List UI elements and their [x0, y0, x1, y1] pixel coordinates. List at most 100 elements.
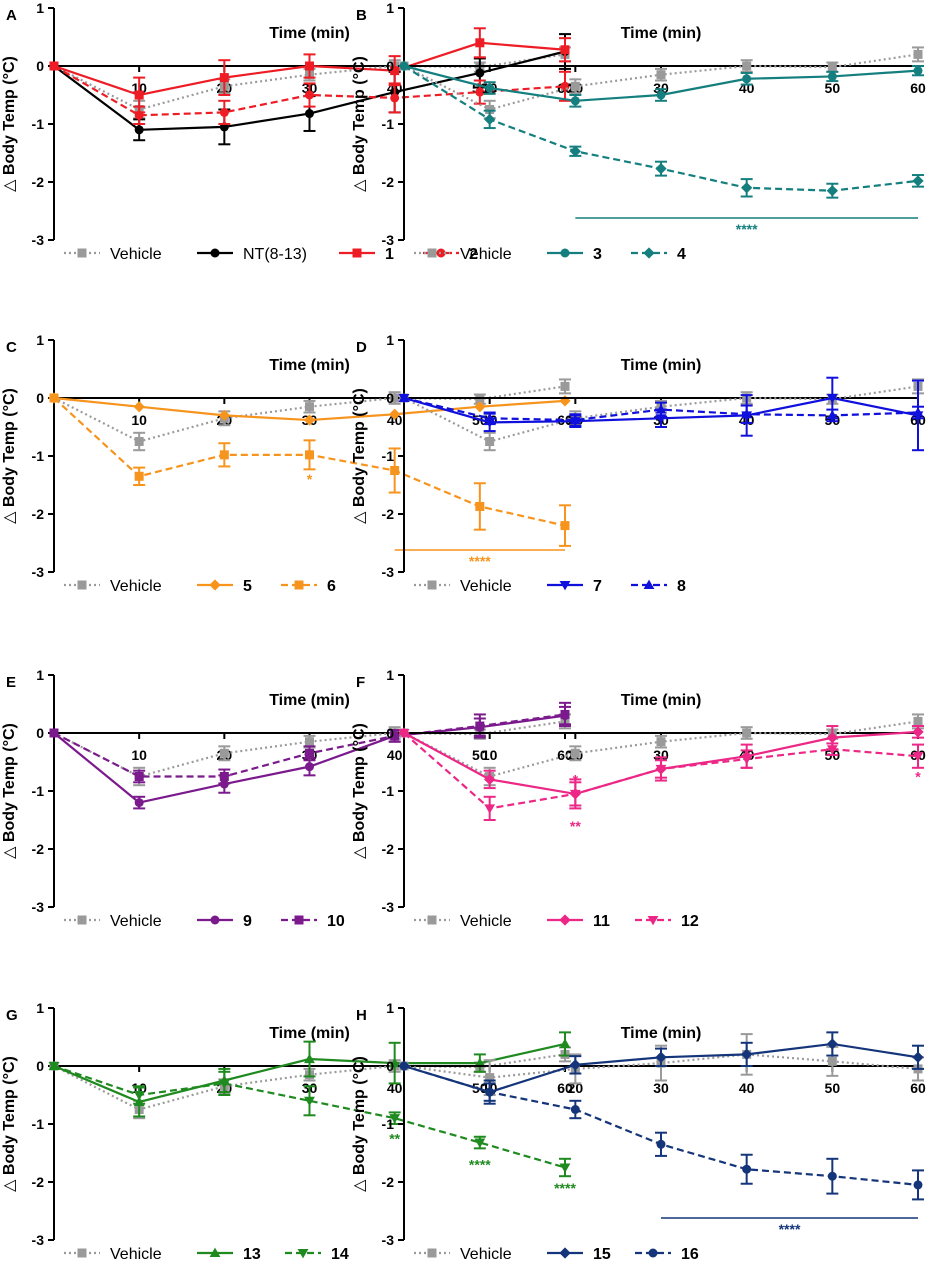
- y-tick-label: 1: [36, 1000, 44, 1016]
- legend-marker: [643, 247, 655, 259]
- data-point: [475, 87, 485, 97]
- data-point: [827, 62, 837, 72]
- legend-marker: [559, 914, 571, 926]
- y-tick-label: 1: [386, 1000, 394, 1016]
- y-tick-label: -3: [32, 564, 45, 580]
- x-axis-label: Time (min): [621, 25, 702, 42]
- panel-letter: D: [356, 339, 367, 356]
- legend-label: 13: [243, 1246, 261, 1263]
- data-point: [569, 789, 581, 800]
- y-tick-label: 1: [386, 667, 394, 683]
- y-tick-label: 0: [36, 725, 44, 741]
- series-8: [398, 392, 924, 427]
- x-axis-label: Time (min): [269, 692, 350, 709]
- data-point: [49, 61, 59, 71]
- legend-label: 3: [593, 246, 602, 263]
- y-axis-label: △ Body Temp (°C): [351, 1056, 368, 1192]
- data-point: [826, 745, 838, 755]
- legend-item: Vehicle: [414, 913, 512, 930]
- data-point: [305, 109, 314, 119]
- data-point: [390, 466, 400, 475]
- data-point: [485, 437, 495, 446]
- legend-label: Vehicle: [110, 246, 162, 263]
- legend-marker: [297, 1248, 309, 1259]
- data-point: [559, 395, 571, 407]
- legend-marker: [427, 915, 437, 925]
- y-tick-label: 0: [36, 1058, 44, 1074]
- data-point: [475, 501, 485, 511]
- data-point: [485, 105, 495, 114]
- data-point: [475, 394, 485, 404]
- data-point: [569, 414, 581, 425]
- legend-item: 7: [547, 578, 602, 595]
- data-point: [219, 748, 229, 758]
- panel-letter: F: [356, 674, 365, 691]
- x-tick-label: 60: [557, 1080, 573, 1096]
- legend-item: 3: [547, 246, 602, 263]
- y-tick-label: -1: [32, 116, 45, 132]
- data-point: [826, 393, 838, 404]
- legend-label: 15: [593, 1246, 611, 1263]
- data-point: [485, 1087, 495, 1097]
- data-point: [390, 66, 400, 76]
- data-point: [570, 748, 580, 758]
- legend-marker: [352, 248, 362, 258]
- panel-a: A10-1-2-3△ Body Temp (°C)102030405060Tim…: [1, 0, 573, 263]
- data-point: [389, 408, 401, 420]
- data-point: [560, 709, 570, 719]
- x-tick-label: 60: [557, 747, 573, 763]
- significance-label: *: [915, 769, 921, 785]
- y-tick-label: -1: [32, 783, 45, 799]
- data-point: [304, 1053, 315, 1064]
- data-point: [912, 726, 924, 738]
- y-axis-label: △ Body Temp (°C): [1, 56, 18, 192]
- legend-marker: [77, 248, 87, 258]
- y-tick-label: 1: [36, 332, 44, 348]
- x-tick-label: 10: [482, 747, 498, 763]
- y-tick-label: -1: [32, 448, 45, 464]
- data-point: [49, 393, 59, 403]
- x-axis-label: Time (min): [621, 357, 702, 374]
- data-point: [656, 70, 666, 80]
- data-point: [389, 1114, 401, 1124]
- data-point: [304, 1096, 315, 1107]
- data-point: [475, 68, 485, 78]
- panel-letter: E: [6, 674, 16, 691]
- y-tick-label: 1: [386, 332, 394, 348]
- data-point: [560, 45, 570, 55]
- legend-label: Vehicle: [110, 1246, 162, 1263]
- y-tick-label: 0: [386, 1058, 394, 1074]
- data-point: [912, 175, 924, 187]
- data-point: [559, 1163, 571, 1173]
- x-tick-label: 10: [131, 412, 147, 428]
- data-point: [390, 93, 400, 103]
- data-point: [303, 414, 316, 426]
- data-point: [742, 74, 752, 84]
- data-point: [569, 145, 581, 157]
- y-tick-label: -1: [382, 116, 395, 132]
- data-point: [912, 752, 924, 762]
- legend-item: 13: [197, 1246, 261, 1263]
- panel-letter: C: [6, 339, 17, 356]
- legend-label: 5: [243, 578, 252, 595]
- legend-marker: [210, 915, 220, 925]
- legend-marker: [77, 580, 87, 590]
- y-tick-label: -2: [382, 1174, 395, 1190]
- legend-item: Vehicle: [64, 246, 162, 263]
- x-tick-label: 50: [825, 1080, 841, 1096]
- data-point: [742, 1164, 752, 1174]
- data-point: [913, 66, 923, 76]
- y-tick-label: -3: [32, 232, 45, 248]
- data-point: [656, 1139, 666, 1149]
- legend-marker: [209, 579, 221, 591]
- data-point: [741, 1048, 753, 1061]
- data-point: [826, 410, 838, 420]
- panel-f: F10-1-2-3△ Body Temp (°C)102030405060Tim…: [351, 667, 926, 930]
- data-point: [134, 437, 144, 446]
- data-point: [741, 408, 753, 419]
- data-point: [305, 748, 314, 758]
- x-axis-label: Time (min): [269, 357, 350, 374]
- legend-marker: [294, 915, 304, 925]
- legend-marker: [294, 580, 304, 590]
- data-point: [398, 60, 410, 72]
